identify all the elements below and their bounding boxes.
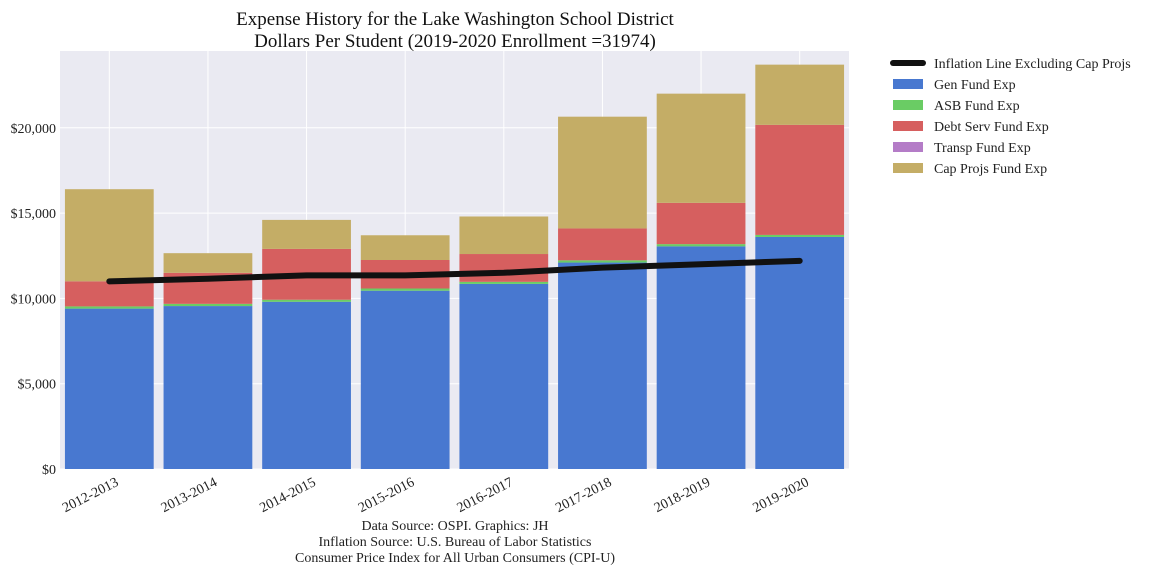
bar-cap-projs-fund-exp-2018-2019 [656,93,746,203]
bar-cap-projs-fund-exp-2012-2013 [64,189,154,282]
legend-swatch-transp-fund-exp [893,142,923,152]
bar-cap-projs-fund-exp-2015-2016 [360,235,450,260]
bar-gen-fund-exp-2012-2013 [64,308,154,469]
legend-label-inflation-line: Inflation Line Excluding Cap Projs [934,57,1131,72]
x-tick-label-2017-2018: 2017-2018 [553,475,614,516]
bar-debt-serv-fund-exp-2017-2018 [558,228,647,261]
chart-title: Expense History for the Lake Washington … [236,9,674,30]
footer-line-1: Data Source: OSPI. Graphics: JH [361,519,548,534]
x-axis: 2012-2013 2013-2014 2014-2015 2015-2016 2016… [60,475,811,516]
inflation-line [106,257,803,285]
bar-asb-fund-exp-2013-2014 [163,303,253,307]
y-tick-label-0: $0 [42,463,56,478]
bar-gen-fund-exp-2016-2017 [459,283,549,469]
legend-swatch-asb-fund-exp [893,100,923,110]
bar-asb-fund-exp-2012-2013 [64,306,154,309]
bar-cap-projs-fund-exp-2013-2014 [163,253,253,273]
legend-label-cap-projs-fund-exp: Cap Projs Fund Exp [934,162,1047,177]
y-tick-label-2: $10,000 [11,292,57,307]
inflation-line-layer [106,257,803,285]
legend-label-gen-fund-exp: Gen Fund Exp [934,78,1016,93]
x-tick-label-2019-2020: 2019-2020 [751,475,812,516]
bar-gen-fund-exp-2015-2016 [360,290,450,469]
bar-asb-fund-exp-2019-2020 [755,234,845,237]
bar-gen-fund-exp-2017-2018 [558,262,647,469]
bar-debt-serv-fund-exp-2019-2020 [755,124,845,235]
legend-label-debt-serv-fund-exp: Debt Serv Fund Exp [934,120,1049,135]
bar-cap-projs-fund-exp-2017-2018 [558,116,647,229]
legend: Inflation Line Excluding Cap Projs Gen Fu… [890,57,1131,177]
y-tick-label-4: $20,000 [11,122,57,137]
legend-label-transp-fund-exp: Transp Fund Exp [934,141,1031,156]
bars [64,64,845,469]
chart-subtitle: Dollars Per Student (2019-2020 Enrollmen… [254,31,656,52]
y-tick-label-3: $15,000 [11,207,57,222]
x-tick-label-2015-2016: 2015-2016 [356,475,417,516]
footer-line-2: Inflation Source: U.S. Bureau of Labor S… [319,535,592,550]
bar-asb-fund-exp-2014-2015 [262,299,351,302]
bar-gen-fund-exp-2019-2020 [755,236,845,469]
bar-debt-serv-fund-exp-2016-2017 [459,254,549,282]
legend-label-asb-fund-exp: ASB Fund Exp [934,99,1020,114]
x-tick-label-2013-2014: 2013-2014 [159,475,220,516]
bar-debt-serv-fund-exp-2018-2019 [656,202,746,245]
bar-asb-fund-exp-2018-2019 [656,244,746,247]
bar-cap-projs-fund-exp-2019-2020 [755,64,845,125]
bar-cap-projs-fund-exp-2016-2017 [459,216,549,255]
bar-debt-serv-fund-exp-2012-2013 [64,281,154,307]
legend-swatch-debt-serv-fund-exp [893,121,923,131]
bar-cap-projs-fund-exp-2014-2015 [262,219,351,249]
x-tick-label-2012-2013: 2012-2013 [60,475,121,516]
x-tick-label-2018-2019: 2018-2019 [652,475,713,516]
bar-gen-fund-exp-2018-2019 [656,246,746,469]
bar-gen-fund-exp-2013-2014 [163,306,253,469]
y-tick-label-1: $5,000 [18,378,57,393]
legend-swatch-cap-projs-fund-exp [893,163,923,173]
x-tick-label-2016-2017: 2016-2017 [455,475,516,516]
footer-line-3: Consumer Price Index for All Urban Consu… [295,551,615,566]
bar-asb-fund-exp-2017-2018 [558,260,647,263]
bar-gen-fund-exp-2014-2015 [262,301,351,469]
bar-asb-fund-exp-2015-2016 [360,288,450,291]
bar-asb-fund-exp-2016-2017 [459,281,549,284]
legend-swatch-gen-fund-exp [893,79,923,89]
x-tick-label-2014-2015: 2014-2015 [258,475,319,516]
y-axis: $0 $5,000 $10,000 $15,000 $20,000 [11,122,57,478]
